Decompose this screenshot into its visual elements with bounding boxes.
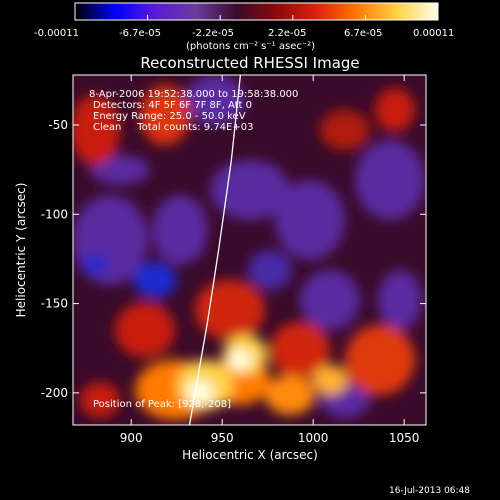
colorbar bbox=[74, 2, 439, 21]
timestamp: 16-Jul-2013 06:48 bbox=[389, 486, 470, 496]
plot-frame bbox=[72, 74, 427, 426]
annotation-clean-counts: Clean Total counts: 9.74E+03 bbox=[93, 122, 253, 133]
y-tick-label: -50 bbox=[48, 118, 68, 132]
x-axis: 900 950 1000 1050 bbox=[120, 75, 420, 445]
colorbar-tick-label: 2.2e-05 bbox=[268, 28, 306, 39]
solar-limb-curve bbox=[188, 75, 242, 425]
x-tick-label: 1000 bbox=[298, 431, 329, 445]
colorbar-units: (photons cm⁻² s⁻¹ asec⁻²) bbox=[186, 41, 315, 52]
x-tick-label: 900 bbox=[120, 431, 143, 445]
x-tick-label: 1050 bbox=[389, 431, 420, 445]
y-axis: -50 -100 -150 -200 bbox=[41, 118, 426, 400]
colorbar-tick-label: -6.7e-05 bbox=[119, 28, 161, 39]
annotation-energy: Energy Range: 25.0 - 50.0 keV bbox=[93, 111, 246, 122]
x-axis-label: Heliocentric X (arcsec) bbox=[182, 448, 318, 462]
y-tick-label: -150 bbox=[41, 297, 68, 311]
colorbar-tick-label: -2.2e-05 bbox=[192, 28, 234, 39]
chart-title: Reconstructed RHESSI Image bbox=[140, 54, 359, 72]
y-tick-label: -200 bbox=[41, 386, 68, 400]
colorbar-tick-label: 6.7e-05 bbox=[344, 28, 382, 39]
colorbar-tick-label: -0.00011 bbox=[34, 28, 79, 39]
annotation-detectors: Detectors: 4F 5F 6F 7F 8F, Att 0 bbox=[93, 100, 252, 111]
colorbar-tick-label: 0.00011 bbox=[413, 28, 454, 39]
annotation-peak: Position of Peak: [928,-208] bbox=[93, 399, 231, 410]
annotation-time: 8-Apr-2006 19:52:38.000 to 19:58:38.000 bbox=[89, 89, 298, 100]
colorbar-ticks bbox=[74, 15, 439, 20]
y-axis-label: Heliocentric Y (arcsec) bbox=[14, 183, 28, 318]
y-tick-label: -100 bbox=[41, 207, 68, 221]
heatmap-image bbox=[73, 75, 426, 425]
x-tick-label: 950 bbox=[211, 431, 234, 445]
